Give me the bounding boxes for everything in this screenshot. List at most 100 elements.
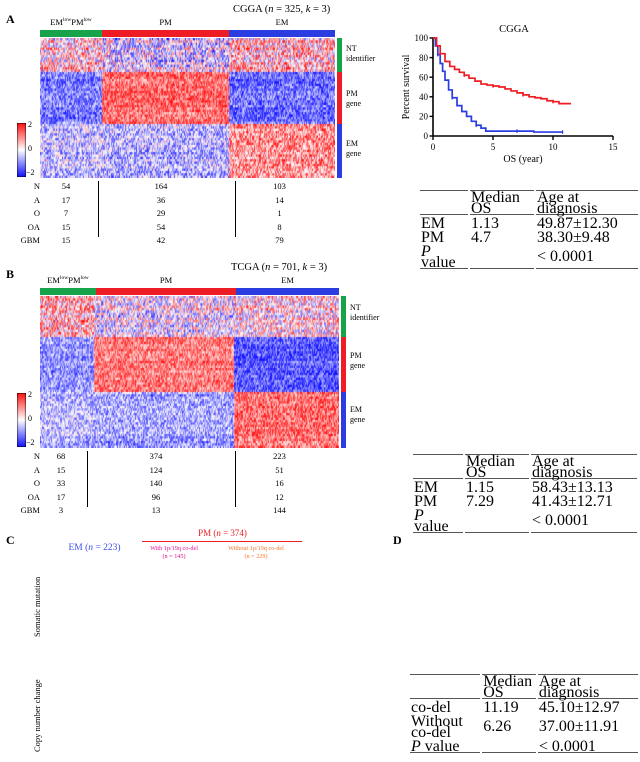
panel-a-title-eq2: = 3)	[310, 4, 331, 15]
counts-row: N 54 164 103	[8, 181, 327, 193]
panel-a-annot-label-emgene: EM gene	[346, 139, 362, 158]
panel-a-heatmap	[40, 38, 335, 178]
panel-a-divider-1	[98, 181, 99, 237]
counts-row: N 68 374 223	[8, 451, 327, 463]
panel-b-colorbar-mid: 0	[28, 414, 32, 423]
panel-a-group-label-emlow-pmlow: EMlowPMlow	[50, 17, 92, 27]
panel-b-title: TCGA (n = 701, k = 3)	[231, 262, 327, 273]
counts-row: A 17 36 14	[8, 195, 327, 207]
panel-a-colorbar-mid: 0	[28, 144, 32, 153]
counts-cell: 42	[156, 235, 166, 246]
panel-a-title-n: n	[268, 4, 274, 15]
panel-c-pm-header: PM (n = 374)	[198, 528, 247, 538]
panel-b-title-prefix: TCGA (	[231, 262, 266, 273]
panel-b-annot-bar-em	[341, 392, 346, 448]
panel-a-title: CGGA (n = 325, k = 3)	[233, 4, 330, 15]
panel-b-divider-1	[87, 451, 88, 507]
counts-cell: 79	[275, 235, 284, 246]
panel-c-group-label-codel: With 1p/19q co-del (n = 145)	[150, 545, 198, 560]
survival-table-cell: 4.7	[471, 228, 491, 246]
counts-row-label: A	[33, 464, 40, 475]
survival-table-header-cell	[410, 674, 481, 699]
counts-row-label: A	[33, 194, 40, 205]
survival-table-cell: EM	[414, 478, 438, 496]
counts-cell: 54	[61, 181, 71, 191]
panel-a-colorbar-min: −2	[26, 168, 35, 177]
panel-b-title-n: n	[265, 262, 271, 273]
y-tick-label: 80	[419, 53, 429, 63]
panel-b-group-bar-emlow-pmlow	[40, 288, 96, 295]
survival-table-cell: co-del	[411, 698, 451, 716]
survival-table-cell: 38.30±9.48	[537, 228, 610, 246]
counts-row-label: O	[33, 478, 40, 489]
counts-cell: 68	[56, 451, 66, 461]
x-axis-label: OS (year)	[503, 154, 542, 165]
panel-c-letter: C	[6, 533, 15, 547]
panel-b-survival-plot	[395, 283, 640, 446]
counts-cell: 144	[273, 505, 286, 516]
counts-row: O 33 140 16	[8, 478, 327, 490]
panel-a-title-eq1: = 325,	[273, 4, 306, 15]
counts-row-label: N	[33, 181, 40, 191]
survival-table-pvalue: < 0.0001	[531, 509, 637, 533]
panel-a-colorbar	[17, 123, 26, 177]
counts-row-label: GBM	[20, 235, 40, 246]
counts-row: OA 17 96 12	[8, 492, 327, 504]
counts-row-label: OA	[27, 491, 40, 502]
survival-table-header-cell: Median OS	[470, 189, 534, 216]
panel-b-group-bar-pm	[96, 288, 236, 295]
panel-a-title-prefix: CGGA (	[233, 4, 269, 15]
panel-b-divider-2	[235, 451, 236, 507]
panel-b-annot-label-emgene: EM gene	[350, 405, 366, 424]
counts-row: OA 15 54 8	[8, 222, 327, 234]
survival-table-row: Without co-del 6.26 37.00±11.91	[410, 713, 638, 740]
survival-table-header-cell: Age at diagnosis	[536, 189, 638, 216]
panel-a-group-bar-em	[229, 30, 335, 37]
panel-b-annot-label-nt: NT identifier	[350, 303, 380, 322]
counts-cell: 96	[151, 491, 161, 502]
counts-row: GBM 3 13 144	[8, 505, 327, 517]
x-tick-label: 10	[549, 142, 559, 152]
panel-b-counts-table: N 68 374 223 A 15 124 51 O 33 140 16 OA 17 96 12 GBM 3 13 1…	[6, 449, 329, 519]
counts-cell: 12	[275, 491, 284, 502]
survival-table-spacer	[470, 245, 534, 269]
survival-table-row: EM 1.13 49.87±12.30	[420, 215, 638, 231]
panel-a-counts-table: N 54 164 103 A 17 36 14 O 7 29 1 OA 15 54 8 GBM 15 42 79	[6, 179, 329, 249]
survival-table-cell: PM	[421, 228, 445, 246]
y-axis-label: Percent survival	[401, 54, 412, 119]
panel-b-title-eq2: = 3)	[307, 262, 328, 273]
panel-a-annot-bar-pm	[337, 72, 342, 124]
counts-row-label: GBM	[20, 505, 40, 516]
panel-c-oncoprint	[38, 561, 303, 726]
survival-curve	[433, 37, 571, 105]
panel-d-letter: D	[393, 533, 402, 547]
panel-b-group-label-emlow-pmlow: EMlowPMlow	[47, 275, 89, 285]
survival-table-spacer	[465, 509, 529, 533]
counts-cell: 15	[61, 235, 71, 246]
survival-table-cell: 6.26	[483, 718, 512, 735]
y-tick-label: 0	[424, 131, 429, 141]
survival-table-cell: 58.43±13.13	[532, 478, 613, 496]
panel-d-survival-table: Median OS Age at diagnosis co-del 11.19 45.1…	[408, 672, 640, 755]
counts-cell: 17	[61, 194, 71, 205]
counts-cell: 140	[149, 478, 163, 489]
counts-cell: 164	[154, 181, 168, 191]
survival-table-pvalue-row: P value < 0.0001	[410, 738, 638, 754]
survival-table-cell: 41.43±12.71	[532, 492, 613, 510]
x-tick-label: 5	[491, 142, 496, 152]
survival-table-row: EM 1.15 58.43±13.13	[413, 478, 637, 496]
counts-cell: 1	[277, 208, 282, 219]
counts-cell: 8	[277, 221, 282, 232]
panel-c-gene-labels	[306, 561, 366, 726]
panel-b-title-eq1: = 701,	[270, 262, 303, 273]
counts-row-label: N	[33, 451, 40, 461]
survival-table-row: PM 4.7 38.30±9.48	[420, 228, 638, 246]
panel-d-survival-plot	[402, 528, 640, 678]
survival-table-header: Median OS Age at diagnosis	[420, 189, 638, 216]
survival-table-header-cell: Age at diagnosis	[531, 453, 637, 480]
survival-table-header-cell	[413, 454, 463, 479]
survival-table-cell: 45.10±12.97	[538, 698, 620, 716]
survival-table-cell: 11.19	[483, 698, 519, 716]
y-tick-label: 20	[419, 112, 429, 122]
panel-a-divider-2	[235, 181, 236, 237]
